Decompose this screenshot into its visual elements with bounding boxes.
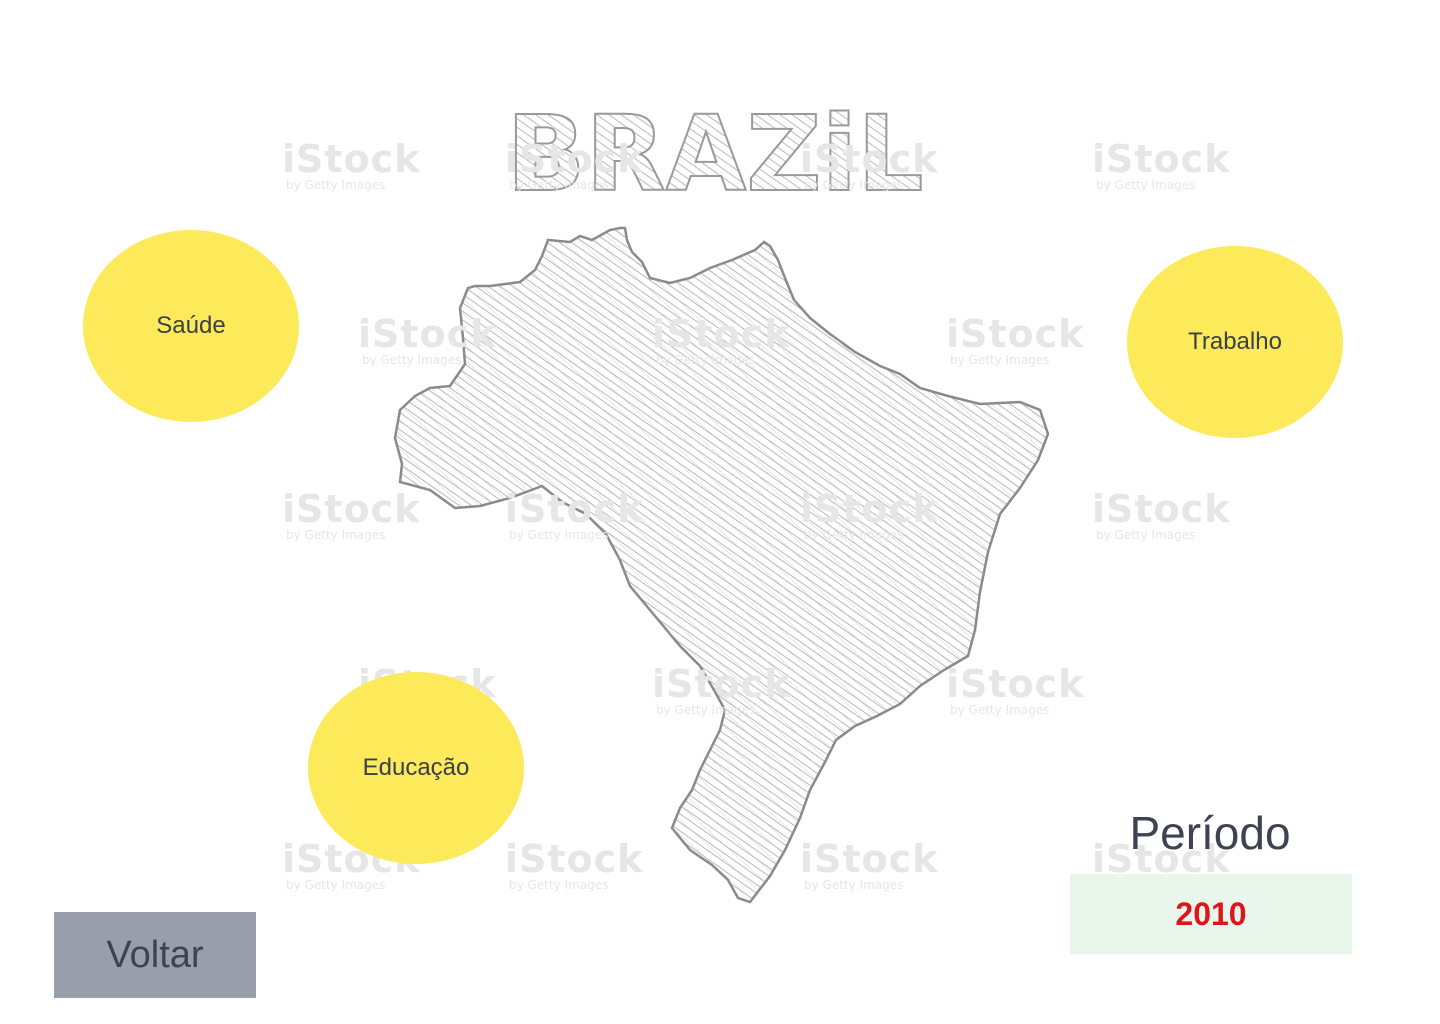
saude-label: Saúde bbox=[156, 312, 226, 339]
educacao-label: Educação bbox=[362, 754, 470, 781]
voltar-button[interactable]: Voltar bbox=[54, 912, 256, 998]
brazil-map-illustration: BRAZiL bbox=[280, 90, 1180, 920]
voltar-label: Voltar bbox=[106, 933, 204, 976]
periodo-label: Período bbox=[1129, 807, 1291, 859]
saude-button[interactable]: Saúde bbox=[83, 230, 299, 422]
periodo-selector[interactable]: 2010 bbox=[1070, 874, 1352, 954]
periodo-value: 2010 bbox=[1175, 895, 1247, 932]
trabalho-label: Trabalho bbox=[1188, 328, 1282, 355]
trabalho-button[interactable]: Trabalho bbox=[1127, 246, 1343, 438]
educacao-button[interactable]: Educação bbox=[308, 672, 524, 864]
map-title: BRAZiL bbox=[506, 93, 923, 215]
